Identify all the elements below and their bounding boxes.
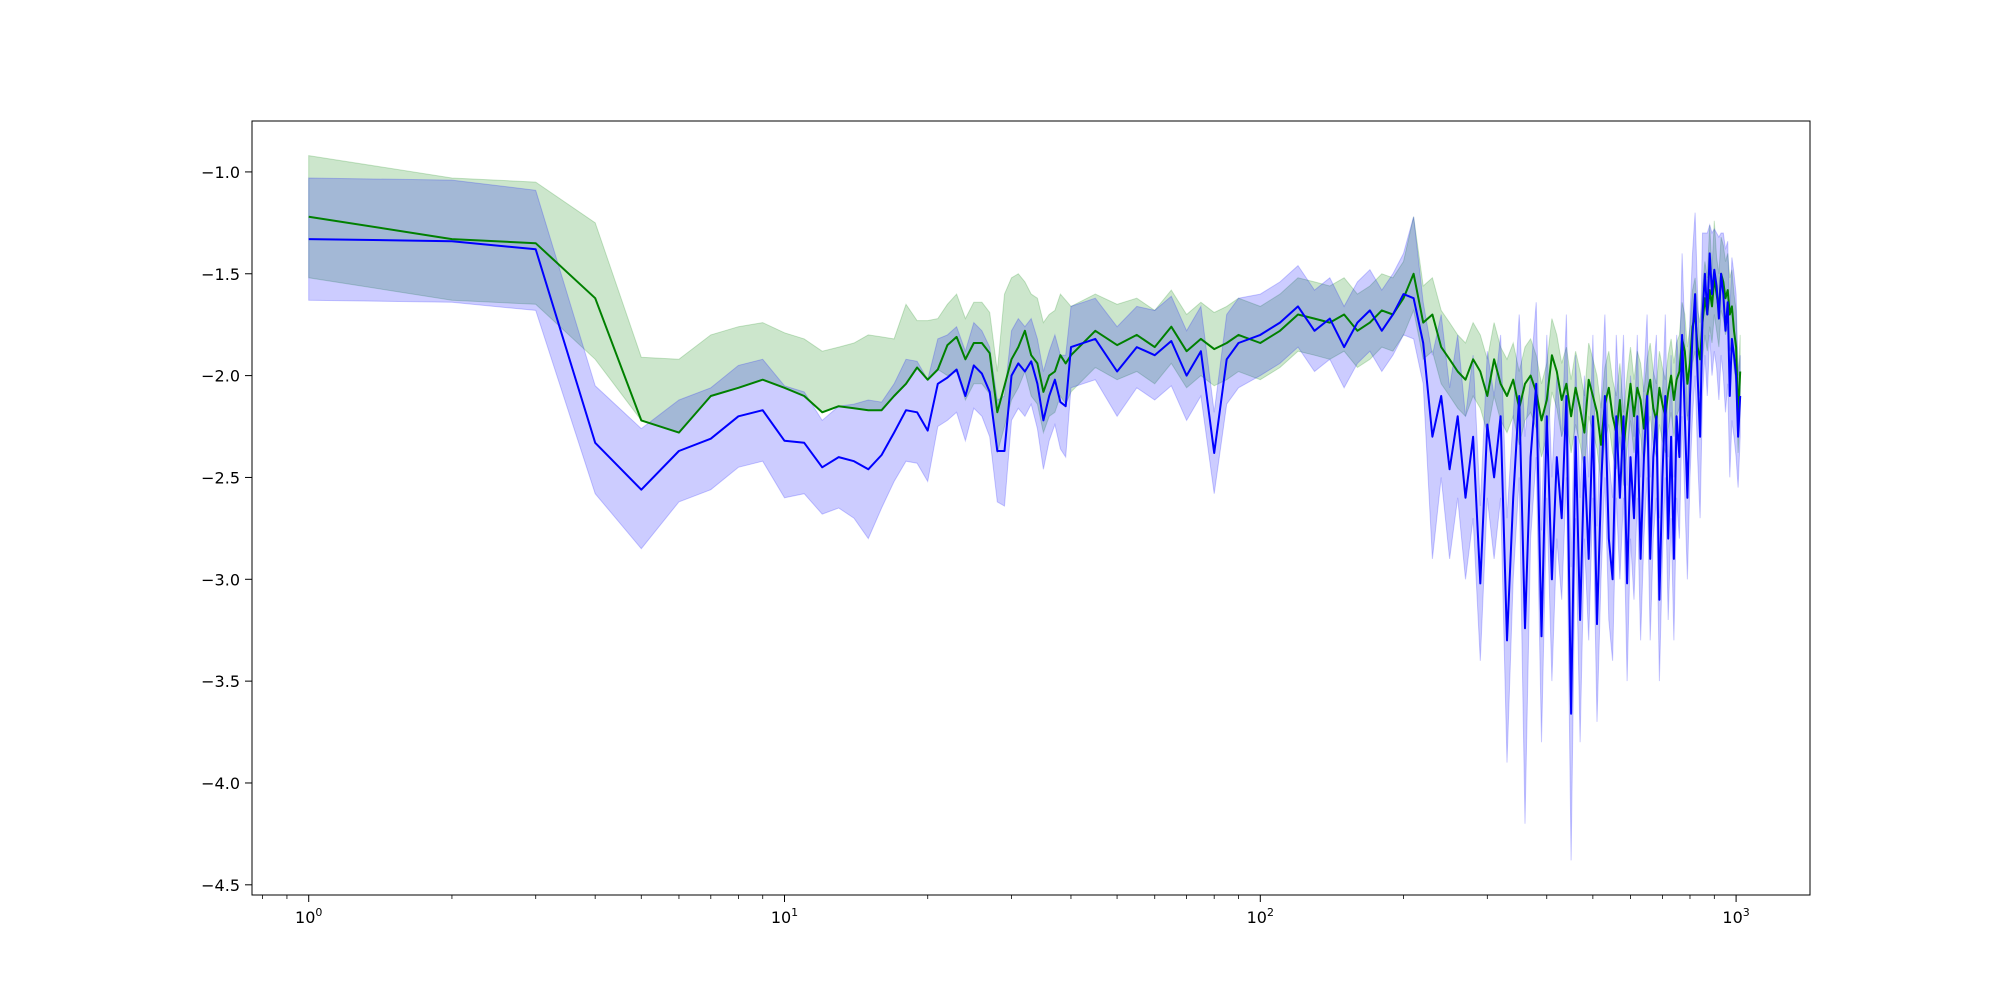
x-tick-exponent: 2: [1267, 906, 1274, 919]
x-tick-base: 10: [295, 908, 315, 927]
y-tick-label: −1.0: [201, 163, 240, 182]
x-tick-exponent: 3: [1743, 906, 1750, 919]
x-tick-label: 102: [1247, 906, 1274, 927]
confidence-bands: [308, 155, 1741, 861]
y-tick-label: −1.5: [201, 265, 240, 284]
series-1-line: [308, 238, 1742, 715]
x-tick-base: 10: [771, 908, 791, 927]
x-tick-exponent: 1: [791, 906, 798, 919]
x-tick-exponent: 0: [315, 906, 322, 919]
y-tick-label: −4.0: [201, 774, 240, 793]
series-0-line: [308, 215, 1742, 450]
y-tick-label: −2.0: [201, 367, 240, 386]
series-1-band: [308, 177, 1741, 861]
x-tick-label: 100: [295, 906, 322, 927]
plot-frame: [251, 120, 1811, 896]
x-tick-base: 10: [1722, 908, 1742, 927]
y-tick-label: −2.5: [201, 468, 240, 487]
x-tick-label: 103: [1722, 906, 1749, 927]
y-tick-label: −3.0: [201, 570, 240, 589]
series-lines: [308, 215, 1742, 715]
y-tick-label: −3.5: [201, 672, 240, 691]
y-tick-label: −4.5: [201, 876, 240, 895]
x-tick-label: 101: [771, 906, 798, 927]
x-tick-base: 10: [1247, 908, 1267, 927]
